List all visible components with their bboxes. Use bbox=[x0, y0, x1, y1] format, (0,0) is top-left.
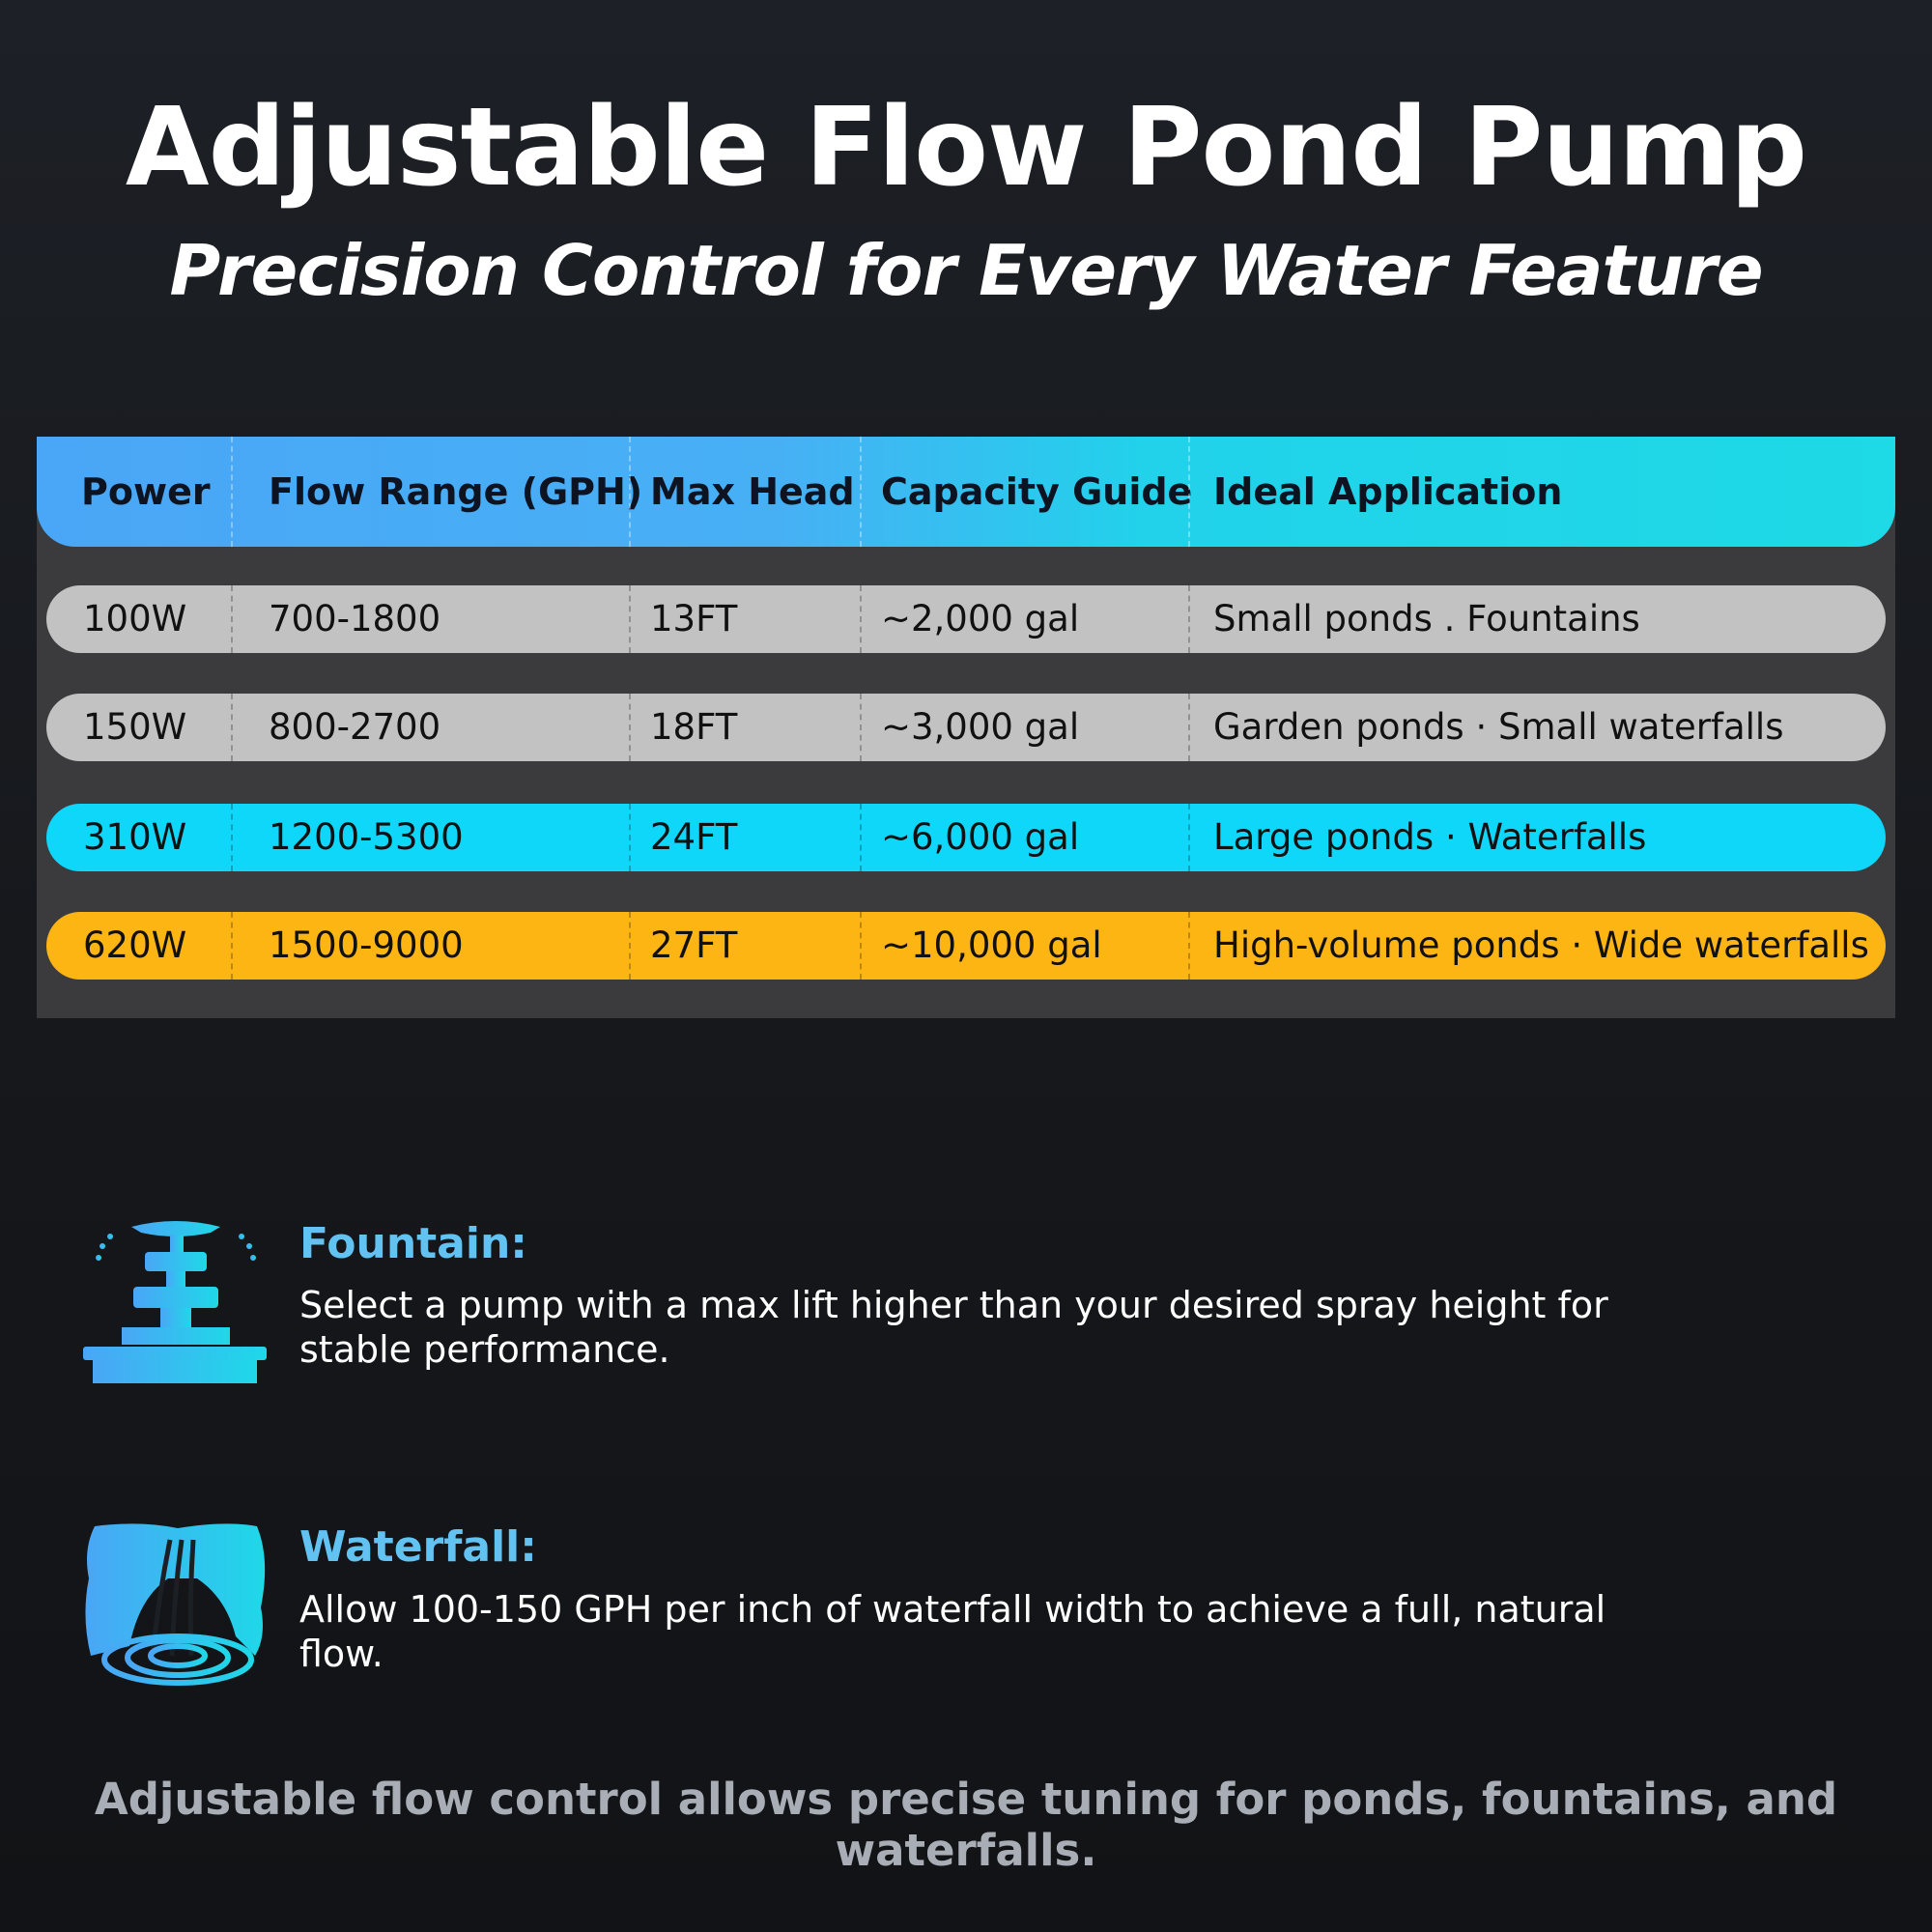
table-cell: 1500-9000 bbox=[269, 924, 464, 966]
tip-text: Allow 100-150 GPH per inch of waterfall … bbox=[299, 1588, 1606, 1675]
column-divider bbox=[629, 804, 631, 871]
subtitle: Precision Control for Every Water Featur… bbox=[169, 230, 1763, 311]
table-cell: 18FT bbox=[650, 706, 738, 748]
column-divider bbox=[629, 912, 631, 980]
column-divider bbox=[860, 585, 862, 653]
table-cell: 620W bbox=[83, 924, 187, 966]
column-divider bbox=[231, 694, 233, 761]
table-cell: ~6,000 gal bbox=[881, 816, 1080, 858]
column-divider bbox=[1188, 694, 1190, 761]
table-cell: High-volume ponds · Wide waterfalls bbox=[1213, 924, 1869, 966]
column-divider bbox=[1188, 804, 1190, 871]
table-cell: 700-1800 bbox=[269, 598, 441, 639]
spec-table: Power Flow Range (GPH) Max Head Capacity Gu… bbox=[37, 437, 1895, 1018]
table-cell: 100W bbox=[83, 598, 187, 639]
column-divider bbox=[231, 585, 233, 653]
table-cell: ~3,000 gal bbox=[881, 706, 1080, 748]
table-cell: 800-2700 bbox=[269, 706, 441, 748]
tip-text: Select a pump with a max lift higher tha… bbox=[299, 1284, 1608, 1371]
table-cell: ~2,000 gal bbox=[881, 598, 1080, 639]
column-divider bbox=[629, 437, 631, 547]
column-divider bbox=[1188, 912, 1190, 980]
table-row: 310W 1200-5300 24FT ~6,000 gal Large ponds ·… bbox=[46, 804, 1886, 871]
table-header: Power Flow Range (GPH) Max Head Capacity Gu… bbox=[37, 437, 1895, 547]
table-cell: Garden ponds · Small waterfalls bbox=[1213, 706, 1784, 748]
column-divider bbox=[860, 694, 862, 761]
header-cell: Power bbox=[81, 470, 211, 513]
fountain-icon bbox=[83, 1221, 267, 1383]
table-cell: ~10,000 gal bbox=[881, 924, 1102, 966]
table-cell: Small ponds . Fountains bbox=[1213, 598, 1640, 639]
table-row: 150W 800-2700 18FT ~3,000 gal Garden ponds ·… bbox=[46, 694, 1886, 761]
header-cell: Ideal Application bbox=[1213, 470, 1563, 513]
footer-note: Adjustable flow control allows precise t… bbox=[94, 1774, 1838, 1876]
header-cell: Flow Range (GPH) bbox=[269, 470, 643, 513]
table-cell: 13FT bbox=[650, 598, 738, 639]
table-cell: 24FT bbox=[650, 816, 738, 858]
table-cell: Large ponds · Waterfalls bbox=[1213, 816, 1647, 858]
column-divider bbox=[1188, 585, 1190, 653]
column-divider bbox=[629, 694, 631, 761]
column-divider bbox=[860, 437, 862, 547]
table-cell: 150W bbox=[83, 706, 187, 748]
column-divider bbox=[231, 912, 233, 980]
header-cell: Max Head bbox=[650, 470, 855, 513]
column-divider bbox=[1188, 437, 1190, 547]
table-cell: 310W bbox=[83, 816, 187, 858]
column-divider bbox=[860, 804, 862, 871]
column-divider bbox=[231, 804, 233, 871]
table-row: 620W 1500-9000 27FT ~10,000 gal High-volume … bbox=[46, 912, 1886, 980]
tip-title: Waterfall: bbox=[299, 1522, 537, 1572]
column-divider bbox=[629, 585, 631, 653]
column-divider bbox=[231, 437, 233, 547]
table-cell: 1200-5300 bbox=[269, 816, 464, 858]
table-cell: 27FT bbox=[650, 924, 738, 966]
column-divider bbox=[860, 912, 862, 980]
title: Adjustable Flow Pond Pump bbox=[125, 85, 1807, 211]
tip-title: Fountain: bbox=[299, 1219, 527, 1268]
table-row: 100W 700-1800 13FT ~2,000 gal Small ponds . … bbox=[46, 585, 1886, 653]
waterfall-icon bbox=[85, 1523, 266, 1686]
header-cell: Capacity Guide bbox=[881, 470, 1193, 513]
